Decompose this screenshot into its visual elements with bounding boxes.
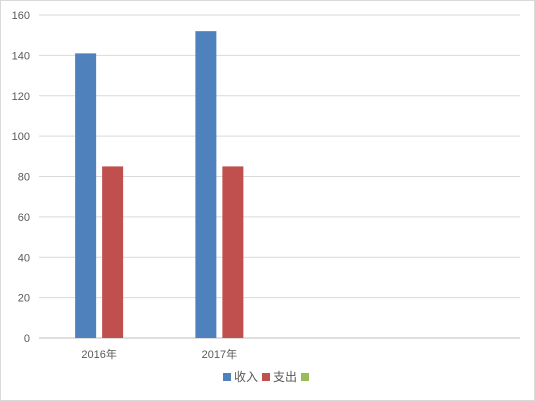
bar-income-0 xyxy=(75,53,97,338)
y-tick-label: 60 xyxy=(18,212,30,224)
legend-swatch xyxy=(301,373,309,381)
legend-swatch xyxy=(262,373,270,381)
legend-swatch xyxy=(223,373,231,381)
legend: 收入 支出 xyxy=(223,370,309,384)
y-tick-label: 160 xyxy=(12,10,30,22)
y-tick-label: 0 xyxy=(24,333,30,345)
bars xyxy=(75,31,244,339)
y-axis: 0 20 40 60 80 100 120 140 160 xyxy=(12,10,30,345)
x-tick-label: 2016年 xyxy=(81,347,116,361)
bar-expense-0 xyxy=(102,166,124,338)
legend-label: 支出 xyxy=(273,370,297,384)
bar-expense-1 xyxy=(222,166,244,338)
y-tick-label: 40 xyxy=(18,252,30,264)
y-tick-label: 20 xyxy=(18,293,30,305)
y-tick-label: 120 xyxy=(12,91,30,103)
bar-income-1 xyxy=(195,31,217,339)
y-tick-label: 100 xyxy=(12,131,30,143)
y-tick-label: 140 xyxy=(12,50,30,62)
y-tick-label: 80 xyxy=(18,172,30,184)
legend-label: 收入 xyxy=(234,370,258,384)
x-axis: 2016年 2017年 xyxy=(81,347,237,361)
x-tick-label: 2017年 xyxy=(202,347,237,361)
